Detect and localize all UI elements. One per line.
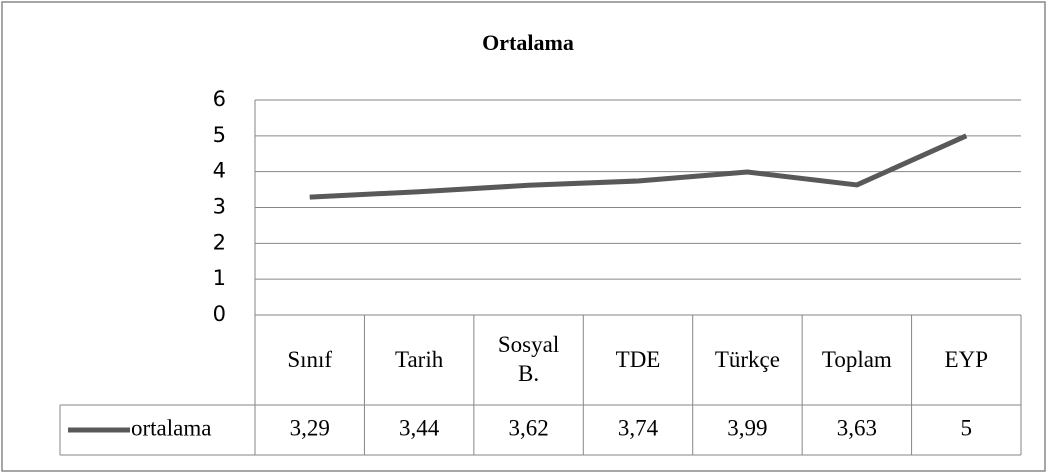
x-tick-label: Tarih <box>395 346 444 372</box>
data-table-value: 3,62 <box>508 415 548 440</box>
data-table-value: 3,74 <box>618 415 659 440</box>
series-line <box>309 133 968 200</box>
y-tick-label: 1 <box>213 266 226 290</box>
data-table-value: 5 <box>961 415 973 440</box>
data-table-value: 3,29 <box>290 415 330 440</box>
x-tick-label: Sınıf <box>287 346 333 372</box>
data-table-value: 3,99 <box>727 415 767 440</box>
y-tick-label: 0 <box>213 302 226 326</box>
x-tick-label: TDE <box>615 346 661 372</box>
x-tick-label: EYP <box>944 346 988 372</box>
y-tick-label: 4 <box>213 159 226 183</box>
chart-title: Ortalama <box>482 30 574 55</box>
y-tick-label: 6 <box>213 87 226 111</box>
data-table-value: 3,63 <box>837 415 877 440</box>
x-tick-label: Türkçe <box>714 346 780 372</box>
y-tick-label: 2 <box>213 230 226 254</box>
y-tick-label: 3 <box>213 195 226 219</box>
x-tick-label: Toplam <box>821 346 892 372</box>
legend-label: ortalama <box>131 415 211 440</box>
x-tick-label: Sosyal B. <box>497 332 560 386</box>
y-tick-label: 5 <box>213 123 226 147</box>
data-table-value: 3,44 <box>399 415 440 440</box>
